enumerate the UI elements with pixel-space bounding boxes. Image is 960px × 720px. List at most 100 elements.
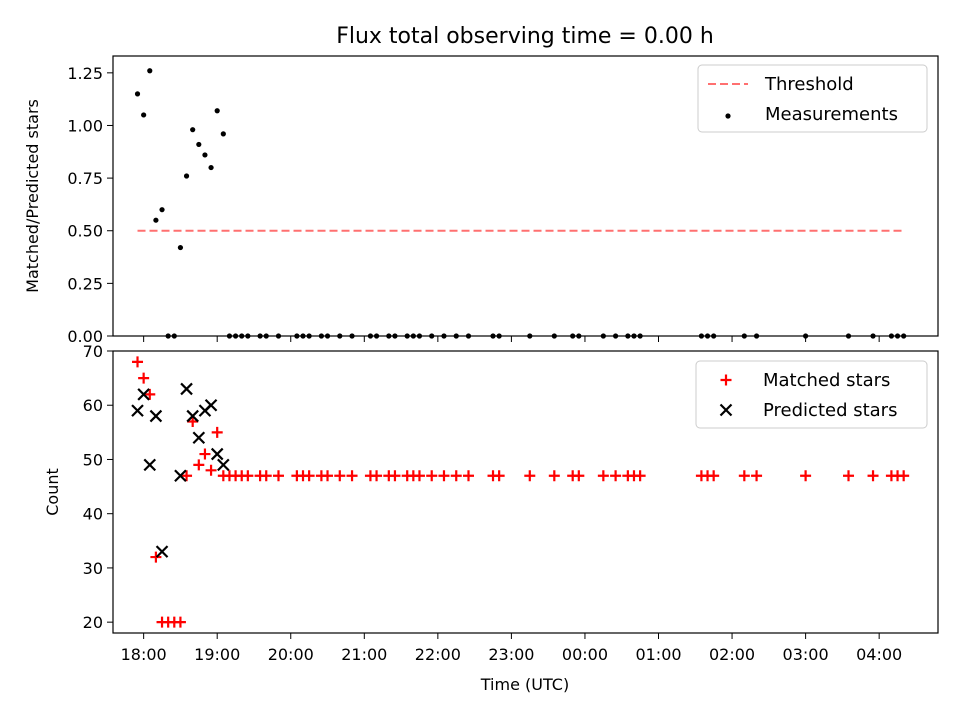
measurement-point <box>220 131 226 137</box>
top-y-axis-label: Matched/Predicted stars <box>23 99 42 293</box>
measurement-point <box>141 112 147 118</box>
x-tick-label: 00:00 <box>562 645 608 664</box>
predicted-star-point <box>137 388 150 401</box>
matched-star-point <box>199 448 211 460</box>
measurement-point <box>177 244 184 251</box>
matched-star-point <box>493 470 505 482</box>
predicted-star-point <box>192 431 206 445</box>
measurement-point <box>190 127 196 133</box>
matched-star-point <box>303 470 315 482</box>
predicted-star-point <box>155 545 169 558</box>
measurement-point <box>183 173 190 179</box>
predicted-star-point <box>174 469 187 483</box>
top-y-tick-label: 1.00 <box>67 116 103 135</box>
matched-star-point <box>438 470 450 482</box>
matched-star-point <box>634 470 646 482</box>
bottom-legend-box <box>695 360 928 429</box>
matched-star-point <box>462 470 474 482</box>
matched-star-point <box>898 470 910 482</box>
predicted-star-point <box>143 458 157 472</box>
x-tick-label: 19:00 <box>194 645 240 664</box>
matched-star-point <box>389 470 401 482</box>
legend-threshold-label: Threshold <box>764 74 854 95</box>
matched-star-point <box>346 470 358 482</box>
matched-star-point <box>187 416 199 427</box>
matched-star-point <box>371 470 383 482</box>
predicted-star-point <box>210 447 224 461</box>
matched-star-point <box>597 470 609 482</box>
predicted-star-point <box>149 409 163 423</box>
matched-star-point <box>174 616 186 628</box>
measurement-point <box>159 207 165 213</box>
x-tick-label: 23:00 <box>488 645 534 664</box>
predicted-star-point <box>217 458 230 472</box>
top-y-tick-label: 0.75 <box>67 169 103 188</box>
x-tick-label: 04:00 <box>856 645 902 664</box>
bottom-y-tick-label: 50 <box>83 450 103 469</box>
matched-star-point <box>205 464 217 476</box>
top-y-tick-label: 1.25 <box>67 64 103 83</box>
chart-title: Flux total observing time = 0.00 h <box>336 24 714 49</box>
predicted-star-point <box>186 409 199 423</box>
measurement-point <box>153 217 159 223</box>
measurement-point <box>196 141 202 148</box>
matched-star-point <box>150 551 162 563</box>
legend-measurement-label: Measurements <box>765 104 898 125</box>
bottom-y-tick-label: 70 <box>83 342 103 361</box>
x-axis-label: Time (UTC) <box>480 675 569 694</box>
legend-predicted-label: Predicted stars <box>763 400 897 421</box>
bottom-y-tick-label: 30 <box>83 559 103 578</box>
top-y-tick-label: 0.50 <box>67 222 103 241</box>
x-tick-label: 01:00 <box>635 645 681 664</box>
matched-star-point <box>144 388 156 400</box>
bottom-y-axis-label: Count <box>43 468 62 516</box>
matched-star-point <box>272 470 284 482</box>
matched-star-point <box>260 470 272 482</box>
matched-star-point <box>751 470 763 482</box>
top-y-tick-label: 0.25 <box>67 274 103 293</box>
x-tick-label: 21:00 <box>341 645 387 664</box>
legend-measurement-swatch <box>725 113 731 119</box>
predicted-star-point <box>131 404 144 417</box>
bottom-legend: Matched stars Predicted stars <box>695 360 928 429</box>
matched-star-point <box>138 372 150 384</box>
matched-star-point <box>524 470 536 482</box>
matched-star-point <box>867 470 879 482</box>
matched-star-point <box>132 356 144 368</box>
matched-star-point <box>334 470 346 482</box>
measurement-point <box>134 91 141 97</box>
matched-star-point <box>548 470 560 482</box>
matched-star-point <box>322 470 334 482</box>
x-tick-label: 18:00 <box>121 645 167 664</box>
matched-star-point <box>211 426 223 438</box>
top-plot-frame <box>112 55 939 337</box>
predicted-star-point <box>180 382 193 396</box>
matched-star-point <box>843 470 855 482</box>
legend-matched-swatch <box>720 374 732 386</box>
matched-star-point <box>708 470 720 482</box>
x-tick-label: 03:00 <box>783 645 829 664</box>
bottom-y-tick-label: 60 <box>83 396 103 415</box>
top-y-tick-label: 0.00 <box>67 327 103 346</box>
matched-star-point <box>738 470 750 482</box>
legend-matched-label: Matched stars <box>763 370 890 391</box>
matched-star-point <box>800 470 812 482</box>
bottom-plot-panel: 20 30 40 50 60 70 18:00 19:00 20:00 21:00 22:00 23… <box>43 342 939 694</box>
matched-star-point <box>610 470 622 482</box>
measurement-point <box>214 108 220 114</box>
matched-star-point <box>181 470 193 482</box>
measurement-point <box>147 68 153 74</box>
bottom-y-tick-label: 40 <box>83 505 103 524</box>
bottom-plot-frame <box>112 350 939 634</box>
x-tick-label: 02:00 <box>709 645 755 664</box>
matched-star-point <box>426 470 438 482</box>
x-tick-label: 20:00 <box>268 645 314 664</box>
top-plot-panel: 0.00 0.25 0.50 0.75 1.00 1.25 Matched/Predict… <box>23 55 939 346</box>
matched-star-point <box>413 470 425 482</box>
matched-star-point <box>193 459 205 471</box>
top-legend-box <box>697 64 928 133</box>
top-legend: Threshold Measurements <box>697 64 928 133</box>
measurement-point <box>208 164 214 171</box>
predicted-star-point <box>204 398 218 412</box>
